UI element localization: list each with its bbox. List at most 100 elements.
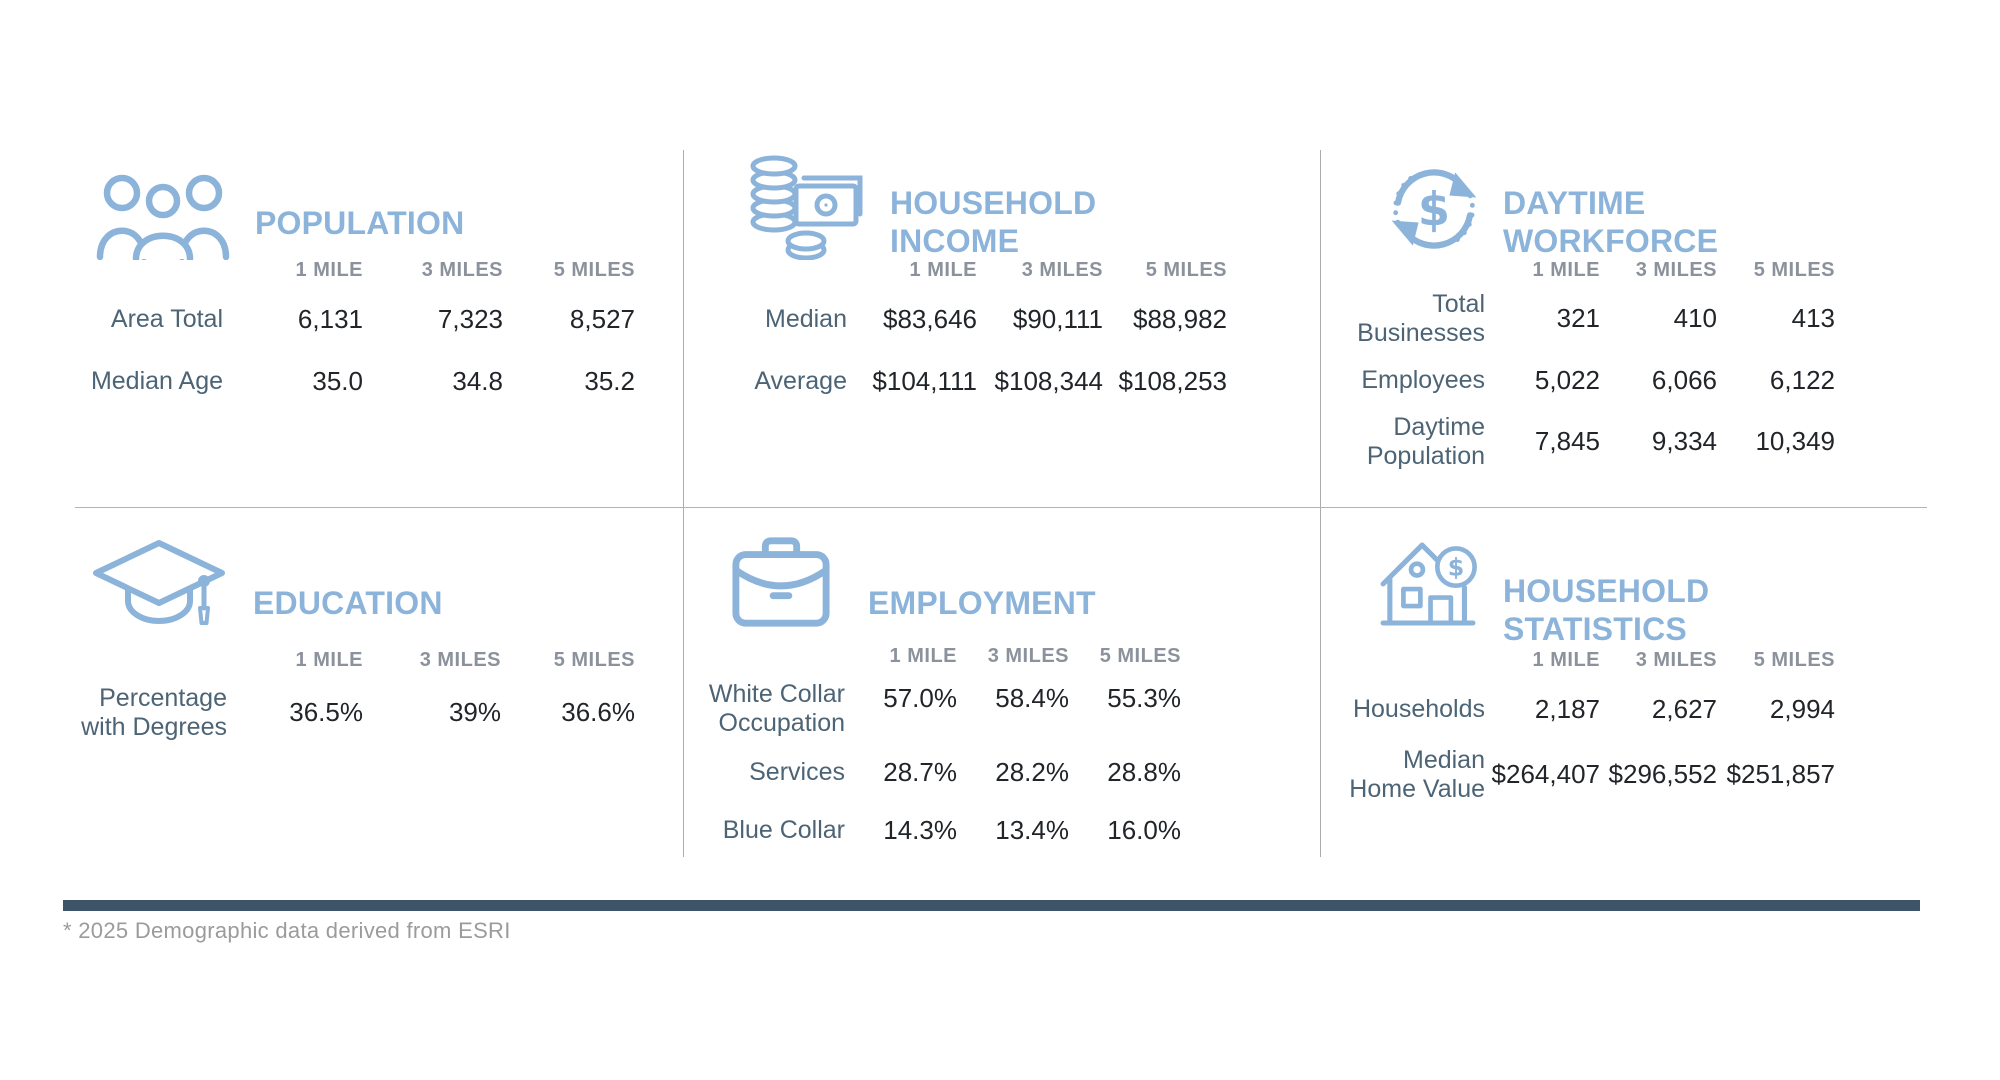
cell-value: 14.3% <box>883 814 957 845</box>
horizontal-divider <box>75 507 1927 508</box>
column-header-5miles: 5 MILES <box>1099 645 1181 667</box>
cell-value: 6,122 <box>1769 364 1835 395</box>
cell-value: $251,857 <box>1726 759 1835 789</box>
panel-title: EDUCATION <box>253 584 443 622</box>
row-label: Average <box>754 366 847 395</box>
row-label: Median Home Value <box>1349 746 1485 803</box>
cell-value: 8,527 <box>569 303 635 334</box>
panel-title-line: DAYTIME <box>1503 184 1646 221</box>
column-header-5miles: 5 MILES <box>553 649 635 671</box>
column-header-5miles: 5 MILES <box>1145 259 1227 281</box>
row-label: Employees <box>1361 365 1485 394</box>
column-header-5miles: 5 MILES <box>1753 649 1835 671</box>
cell-value: 36.6% <box>561 697 635 727</box>
employment-table: 1 MILE 3 MILES 5 MILES White Collar Occu… <box>703 642 1181 853</box>
panel-title-line: HOUSEHOLD <box>1503 572 1710 609</box>
population-table: 1 MILE 3 MILES 5 MILES Area Total 6,131 … <box>75 256 635 406</box>
footer-rule <box>63 900 1920 911</box>
column-header-3miles: 3 MILES <box>1021 259 1103 281</box>
column-header-1mile: 1 MILE <box>889 645 957 667</box>
row-label: Median <box>765 304 847 333</box>
column-header-spacer <box>75 256 223 282</box>
cell-value: $108,253 <box>1118 365 1227 396</box>
panel-title: HOUSEHOLD INCOME <box>890 184 1096 260</box>
column-header-spacer <box>75 646 227 672</box>
column-header-3miles: 3 MILES <box>1635 259 1717 281</box>
row-label: Households <box>1352 694 1485 723</box>
svg-text:$: $ <box>1448 554 1465 582</box>
cell-value: 35.2 <box>584 365 635 396</box>
column-header-1mile: 1 MILE <box>1532 649 1600 671</box>
cell-value: 10,349 <box>1755 426 1835 456</box>
column-header-1mile: 1 MILE <box>295 259 363 281</box>
cell-value: 9,334 <box>1651 426 1717 456</box>
svg-text:$: $ <box>1418 182 1450 236</box>
column-header-spacer <box>747 256 847 282</box>
cell-value: 7,323 <box>437 303 503 334</box>
column-header-3miles: 3 MILES <box>1635 649 1717 671</box>
cell-value: $296,552 <box>1608 759 1717 789</box>
cell-value: 39% <box>448 697 501 727</box>
panel-title: DAYTIME WORKFORCE <box>1503 184 1718 260</box>
cell-value: 55.3% <box>1107 683 1181 713</box>
column-header-3miles: 3 MILES <box>419 649 501 671</box>
money-coins-icon <box>748 154 866 260</box>
panel-title-line: EMPLOYMENT <box>868 584 1096 621</box>
briefcase-icon <box>730 531 832 631</box>
cell-value: 57.0% <box>883 683 957 713</box>
cell-value: $88,982 <box>1133 303 1227 334</box>
cell-value: 35.0 <box>312 365 363 396</box>
panel-title-line: EDUCATION <box>253 584 443 621</box>
panel-title: EMPLOYMENT <box>868 584 1096 622</box>
cell-value: $264,407 <box>1491 759 1600 789</box>
cell-value: 6,131 <box>297 303 363 334</box>
cell-value: 58.4% <box>995 683 1069 713</box>
daytime-workforce-table: 1 MILE 3 MILES 5 MILES Total Businesses … <box>1345 256 1835 470</box>
panel-title-line: HOUSEHOLD <box>890 184 1097 221</box>
household-statistics-table: 1 MILE 3 MILES 5 MILES Households 2,187 … <box>1345 646 1835 803</box>
vertical-divider-1 <box>683 150 684 857</box>
cell-value: 13.4% <box>995 814 1069 845</box>
cell-value: 7,845 <box>1534 426 1600 456</box>
education-table: 1 MILE 3 MILES 5 MILES Percentage with D… <box>75 646 635 741</box>
household-income-table: 1 MILE 3 MILES 5 MILES Median $83,646 $9… <box>747 256 1227 406</box>
row-label: Percentage with Degrees <box>81 684 227 741</box>
panel-title-line: POPULATION <box>255 204 465 241</box>
column-header-spacer <box>1345 256 1485 282</box>
panel-title-line: WORKFORCE <box>1503 222 1719 259</box>
cell-value: 2,187 <box>1534 693 1600 724</box>
row-label: Daytime Population <box>1366 413 1485 470</box>
cell-value: 28.2% <box>995 756 1069 787</box>
column-header-spacer <box>703 642 845 668</box>
cell-value: $108,344 <box>994 365 1103 396</box>
cell-value: 321 <box>1556 303 1600 333</box>
column-header-1mile: 1 MILE <box>295 649 363 671</box>
cell-value: 2,994 <box>1769 693 1835 724</box>
panel-title: POPULATION <box>255 204 464 242</box>
cell-value: 410 <box>1673 303 1717 333</box>
row-label: Median Age <box>90 366 223 395</box>
column-header-1mile: 1 MILE <box>909 259 977 281</box>
cell-value: 5,022 <box>1534 364 1600 395</box>
column-header-spacer <box>1345 646 1485 672</box>
cell-value: 413 <box>1791 303 1835 333</box>
cell-value: $83,646 <box>883 303 977 334</box>
column-header-3miles: 3 MILES <box>987 645 1069 667</box>
column-header-5miles: 5 MILES <box>1753 259 1835 281</box>
row-label: Total Businesses <box>1357 290 1485 347</box>
dollar-cycle-icon: $ <box>1382 156 1486 262</box>
cell-value: 2,627 <box>1651 693 1717 724</box>
panel-title-line: INCOME <box>890 222 1020 259</box>
column-header-3miles: 3 MILES <box>421 259 503 281</box>
panel-title-line: STATISTICS <box>1503 610 1687 647</box>
cell-value: 16.0% <box>1107 814 1181 845</box>
cell-value: 6,066 <box>1651 364 1717 395</box>
column-header-5miles: 5 MILES <box>553 259 635 281</box>
cell-value: 28.8% <box>1107 756 1181 787</box>
people-icon <box>96 170 230 260</box>
footnote: * 2025 Demographic data derived from ESR… <box>63 918 511 943</box>
graduation-cap-icon <box>90 538 228 638</box>
cell-value: 34.8 <box>452 365 503 396</box>
row-label: White Collar Occupation <box>708 680 845 737</box>
